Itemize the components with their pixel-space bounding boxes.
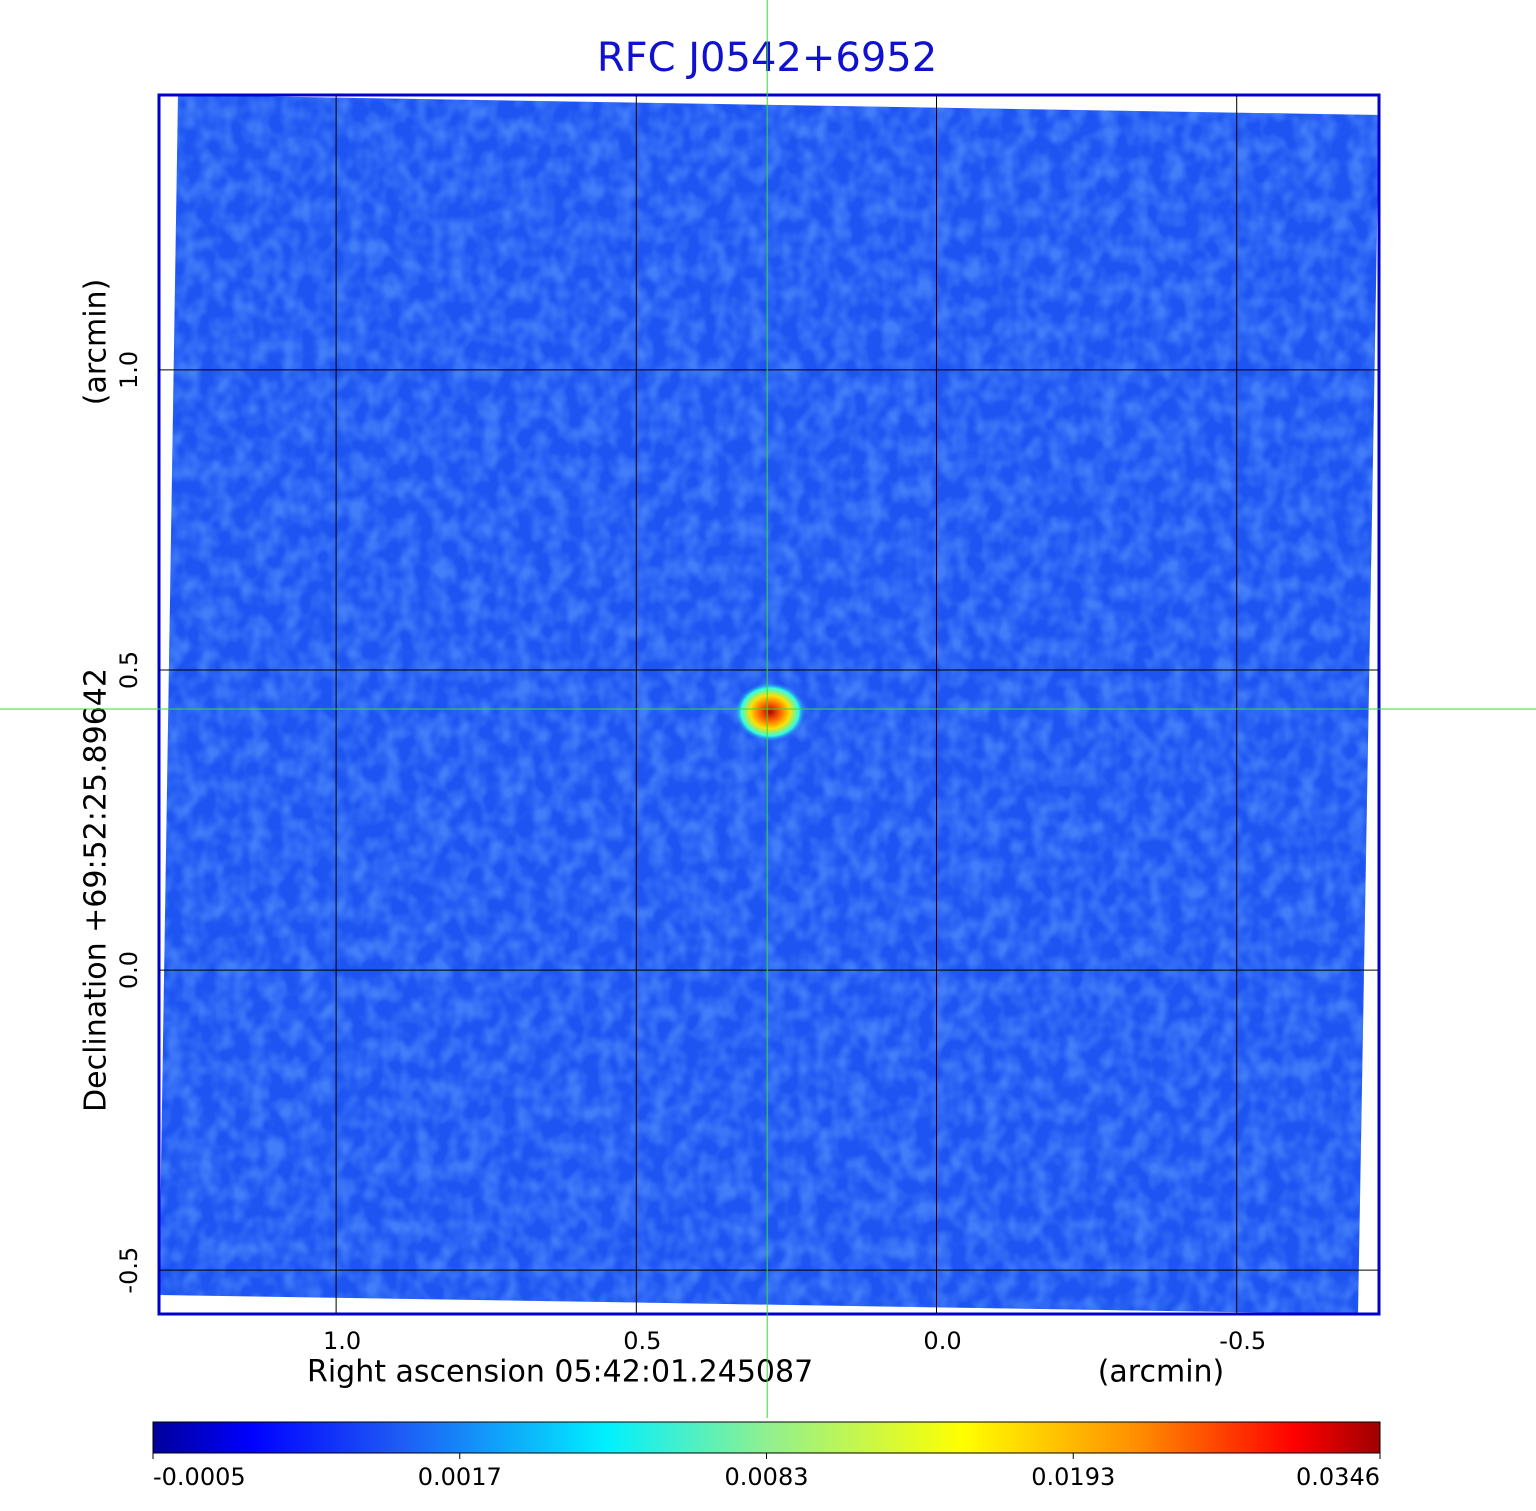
colorbar-tick-label: 0.0017 [418,1463,502,1491]
y-tick-label: 0.0 [115,951,143,989]
x-tick-label: 1.0 [323,1327,361,1355]
colorbar-tick-label: 0.0083 [725,1463,809,1491]
x-tick-label: 0.5 [623,1327,661,1355]
y-axis-label: Declination +69:52:25.89642 [79,668,114,1112]
frame [157,93,1381,1316]
x-axis-unit: (arcmin) [1098,1355,1225,1390]
colorbar [152,1421,1381,1454]
x-tick-label: 0.0 [923,1327,961,1355]
y-tick-label: 1.0 [115,351,143,389]
colorbar-tick-label: -0.0005 [153,1463,246,1491]
source [734,682,806,742]
colorbar-tick-label: 0.0346 [1296,1463,1380,1491]
colorbar-tick-label: 0.0193 [1031,1463,1115,1491]
y-axis-unit: (arcmin) [79,279,114,406]
x-tick-label: -0.5 [1219,1327,1266,1355]
x-axis-label: Right ascension 05:42:01.245087 [307,1355,813,1390]
y-tick-label: -0.5 [115,1247,143,1294]
y-tick-label: 0.5 [115,651,143,689]
